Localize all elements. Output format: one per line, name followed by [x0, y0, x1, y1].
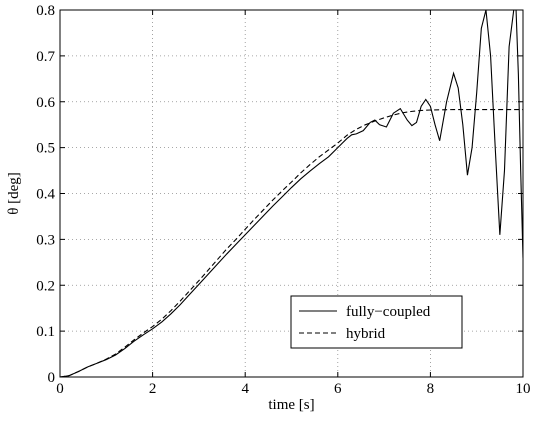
y-tick-label: 0.3	[36, 232, 55, 248]
y-tick-label: 0.5	[36, 141, 55, 157]
series-line-hybrid	[60, 109, 523, 377]
y-tick-label: 0.7	[36, 49, 55, 65]
y-tick-label: 0.4	[36, 187, 55, 203]
x-tick-label: 10	[516, 381, 531, 397]
legend: fully−coupled hybrid	[290, 295, 463, 349]
y-axis-label: θ [deg]	[6, 172, 22, 215]
y-tick-label: 0.8	[36, 3, 55, 19]
x-tick-label: 4	[241, 381, 249, 397]
x-axis-label: time [s]	[268, 397, 314, 413]
legend-label-hybrid: hybrid	[346, 326, 386, 342]
legend-label-fully-coupled: fully−coupled	[346, 304, 431, 320]
y-tick-label: 0.1	[36, 324, 55, 340]
plot-series	[60, 10, 523, 377]
y-tick-label: 0.6	[36, 95, 55, 111]
series-line-fully-coupled	[60, 10, 523, 377]
x-tick-label: 8	[427, 381, 435, 397]
y-tick-label: 0.2	[36, 278, 55, 294]
x-tick-label: 0	[56, 381, 64, 397]
axis-ticks: 0 2 4 6 8 10 0 0.1 0.2 0.3 0.4 0.5 0.6 0.7 0.8	[36, 3, 530, 397]
y-tick-label: 0	[48, 370, 56, 386]
x-tick-label: 2	[149, 381, 157, 397]
legend-box	[290, 295, 463, 349]
x-tick-label: 6	[334, 381, 342, 397]
